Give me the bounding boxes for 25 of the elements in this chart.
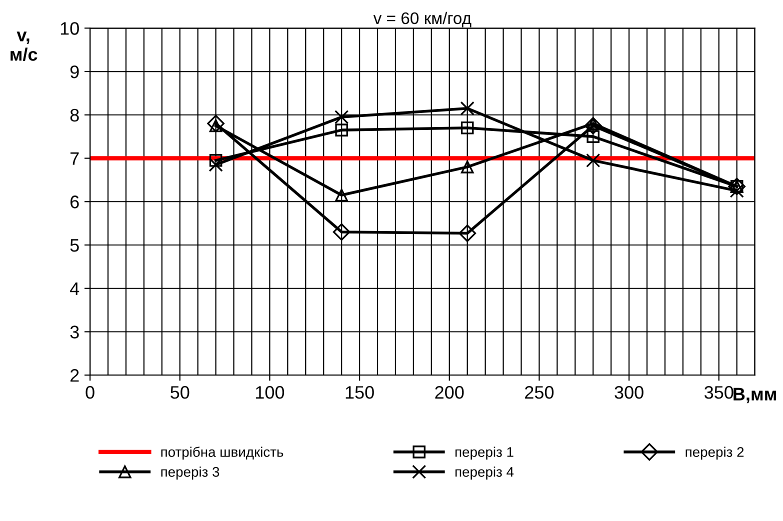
x-tick-label: 150: [346, 386, 374, 399]
x-tick-label: 100: [256, 386, 284, 399]
y-tick-label: 8: [70, 108, 79, 122]
x-tick-label: 200: [435, 386, 464, 399]
y-tick-label: 6: [70, 196, 79, 208]
y-tick-label: 2: [70, 369, 79, 382]
y-axis-title: v, м/с: [10, 32, 38, 62]
legend-label: переріз 1: [456, 446, 514, 460]
x-tick-label: 0: [86, 386, 94, 399]
x-tick-label: 300: [614, 386, 644, 399]
legend-label: потрібна швидкість: [161, 446, 284, 460]
chart-title: v = 60 км/год: [373, 12, 472, 28]
legend-label: переріз 3: [161, 466, 220, 480]
x-tick-label: 250: [525, 386, 554, 399]
y-tick-label: 3: [70, 326, 79, 338]
y-tick-label: 10: [60, 22, 79, 35]
y-tick-label: 4: [70, 282, 80, 295]
x-tick-label: 350: [704, 386, 734, 399]
x-tick-label: 50: [170, 386, 190, 399]
legend-label: переріз 4: [456, 466, 514, 480]
x-axis-title: B,мм: [734, 388, 776, 404]
legend-label: переріз 2: [686, 446, 744, 460]
y-tick-label: 5: [70, 239, 79, 252]
y-tick-label: 7: [70, 152, 79, 165]
y-tick-label: 9: [70, 65, 79, 78]
